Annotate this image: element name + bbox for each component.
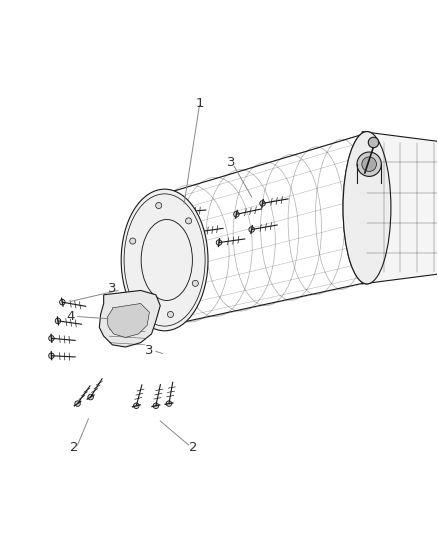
Text: 2: 2 [189, 441, 197, 454]
Circle shape [368, 137, 379, 148]
Circle shape [49, 353, 54, 359]
Text: 2: 2 [70, 441, 79, 454]
Circle shape [249, 227, 254, 232]
Text: 3: 3 [145, 344, 154, 357]
Circle shape [192, 280, 198, 286]
Text: 4: 4 [67, 310, 75, 322]
Text: 3: 3 [226, 156, 235, 169]
Circle shape [233, 212, 239, 217]
Text: 3: 3 [108, 282, 117, 295]
Polygon shape [107, 303, 149, 337]
Circle shape [60, 300, 65, 305]
Circle shape [362, 157, 377, 172]
Circle shape [153, 403, 159, 408]
Circle shape [138, 296, 144, 302]
Circle shape [167, 311, 173, 318]
Circle shape [197, 229, 202, 235]
Circle shape [186, 218, 191, 224]
Circle shape [260, 200, 265, 206]
Polygon shape [362, 132, 438, 284]
Circle shape [55, 318, 61, 324]
Polygon shape [99, 290, 160, 347]
Circle shape [166, 401, 172, 406]
Ellipse shape [121, 189, 208, 331]
Circle shape [216, 240, 222, 245]
Circle shape [130, 238, 136, 244]
Circle shape [357, 152, 381, 176]
Circle shape [49, 336, 54, 341]
Circle shape [134, 403, 139, 408]
Ellipse shape [343, 132, 391, 284]
Circle shape [75, 401, 80, 406]
Circle shape [179, 209, 185, 215]
Circle shape [155, 203, 162, 208]
Circle shape [88, 394, 93, 400]
Text: 1: 1 [195, 97, 204, 110]
